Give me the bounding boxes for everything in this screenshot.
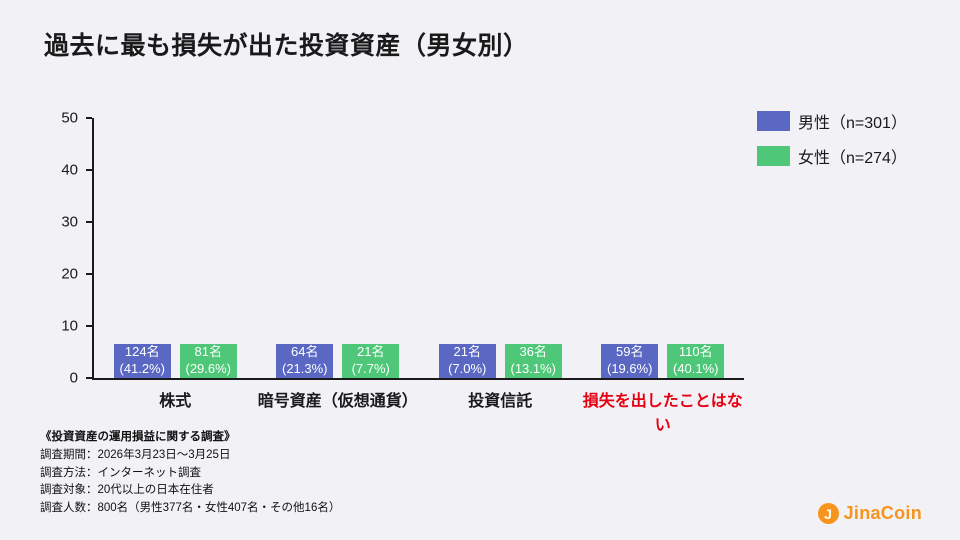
legend-label: 女性（n=274） [798,150,907,167]
bar: 36名 (13.1%) [504,344,562,378]
y-tick-mark [86,377,92,379]
y-tick-label: 0 [69,369,78,387]
bar-value-label: 81名 (29.6%) [185,344,232,377]
bar-value-label: 124名 (41.2%) [119,344,166,377]
bar-value-label: 21名 (7.7%) [351,344,390,377]
x-axis-label: 株式 [159,393,192,410]
legend-label: 男性（n=301） [798,115,907,132]
survey-lines: 調査期間：2026年3月23日〜3月25日 調査方法：インターネット調査 調査対象：… [40,447,340,518]
bar-chart: 0 10 20 30 40 50 124名 (41.2%) 81名 (29.6%) 64名 (21.… [61,111,744,434]
bar-value-label: 64名 (21.3%) [281,344,328,377]
survey-line: 調査対象：20代以上の日本在住者 [40,484,214,497]
x-axis-label: 損失を出したことはない [582,393,743,434]
bar-group: 59名 (19.6%) 110名 (40.1%) [582,344,745,378]
survey-notes: 《投資資産の運用損益に関する調査》 調査期間：2026年3月23日〜3月25日調… [40,429,340,518]
bar-group: 64名 (21.3%) 21名 (7.7%) [257,344,420,378]
bar-value-label: 36名 (13.1%) [510,344,557,377]
y-tick-label: 50 [61,109,78,127]
legend-swatch [757,111,790,131]
survey-line: 調査人数：800名（男性377名・女性407名・その他16名） [40,502,341,515]
x-axis-label: 投資信託 [468,393,533,410]
bar: 81名 (29.6%) [179,344,237,378]
legend-swatch [757,146,790,166]
jinacoin-icon: J [817,503,839,524]
plot-area: 124名 (41.2%) 81名 (29.6%) 64名 (21.3%) 21名 (7.7%)… [94,118,744,378]
x-axis-labels: 株式 暗号資産（仮想通貨） 投資信託 損失を出したことはない [94,387,744,435]
survey-line: 調査方法：インターネット調査 [40,466,201,479]
x-axis-label: 暗号資産（仮想通貨） [257,393,418,410]
bar: 64名 (21.3%) [276,344,334,378]
legend: 男性（n=301） 女性（n=274） [757,109,907,179]
bar: 59名 (19.6%) [601,344,659,378]
jinacoin-text: JinaCoin [843,503,922,523]
legend-item: 女性（n=274） [757,144,907,168]
y-tick-label: 20 [61,265,78,283]
legend-item: 男性（n=301） [757,109,907,133]
bar: 124名 (41.2%) [113,344,171,378]
bar-value-label: 110名 (40.1%) [672,344,719,377]
y-tick-mark [86,325,92,327]
y-tick-mark [86,273,92,275]
y-tick-label: 30 [61,213,78,231]
bar: 21名 (7.0%) [438,344,496,378]
survey-title: 《投資資産の運用損益に関する調査》 [40,431,236,443]
survey-line: 調査期間：2026年3月23日〜3月25日 [40,448,231,461]
jinacoin-logo: J JinaCoin [817,503,922,524]
y-tick-mark [86,169,92,171]
bar-value-label: 59名 (19.6%) [606,344,653,377]
bar-group: 21名 (7.0%) 36名 (13.1%) [419,344,582,378]
bar: 21名 (7.7%) [342,344,400,378]
y-tick-label: 10 [61,317,78,335]
bar-value-label: 21名 (7.0%) [448,344,487,377]
page-title: 過去に最も損失が出た投資資産（男女別） [44,32,529,60]
bar-group: 124名 (41.2%) 81名 (29.6%) [94,344,257,378]
y-axis: 0 10 20 30 40 50 [61,111,744,386]
y-tick-mark [86,117,92,119]
y-tick-mark [86,221,92,223]
y-tick-label: 40 [61,161,78,179]
bar: 110名 (40.1%) [667,344,725,378]
